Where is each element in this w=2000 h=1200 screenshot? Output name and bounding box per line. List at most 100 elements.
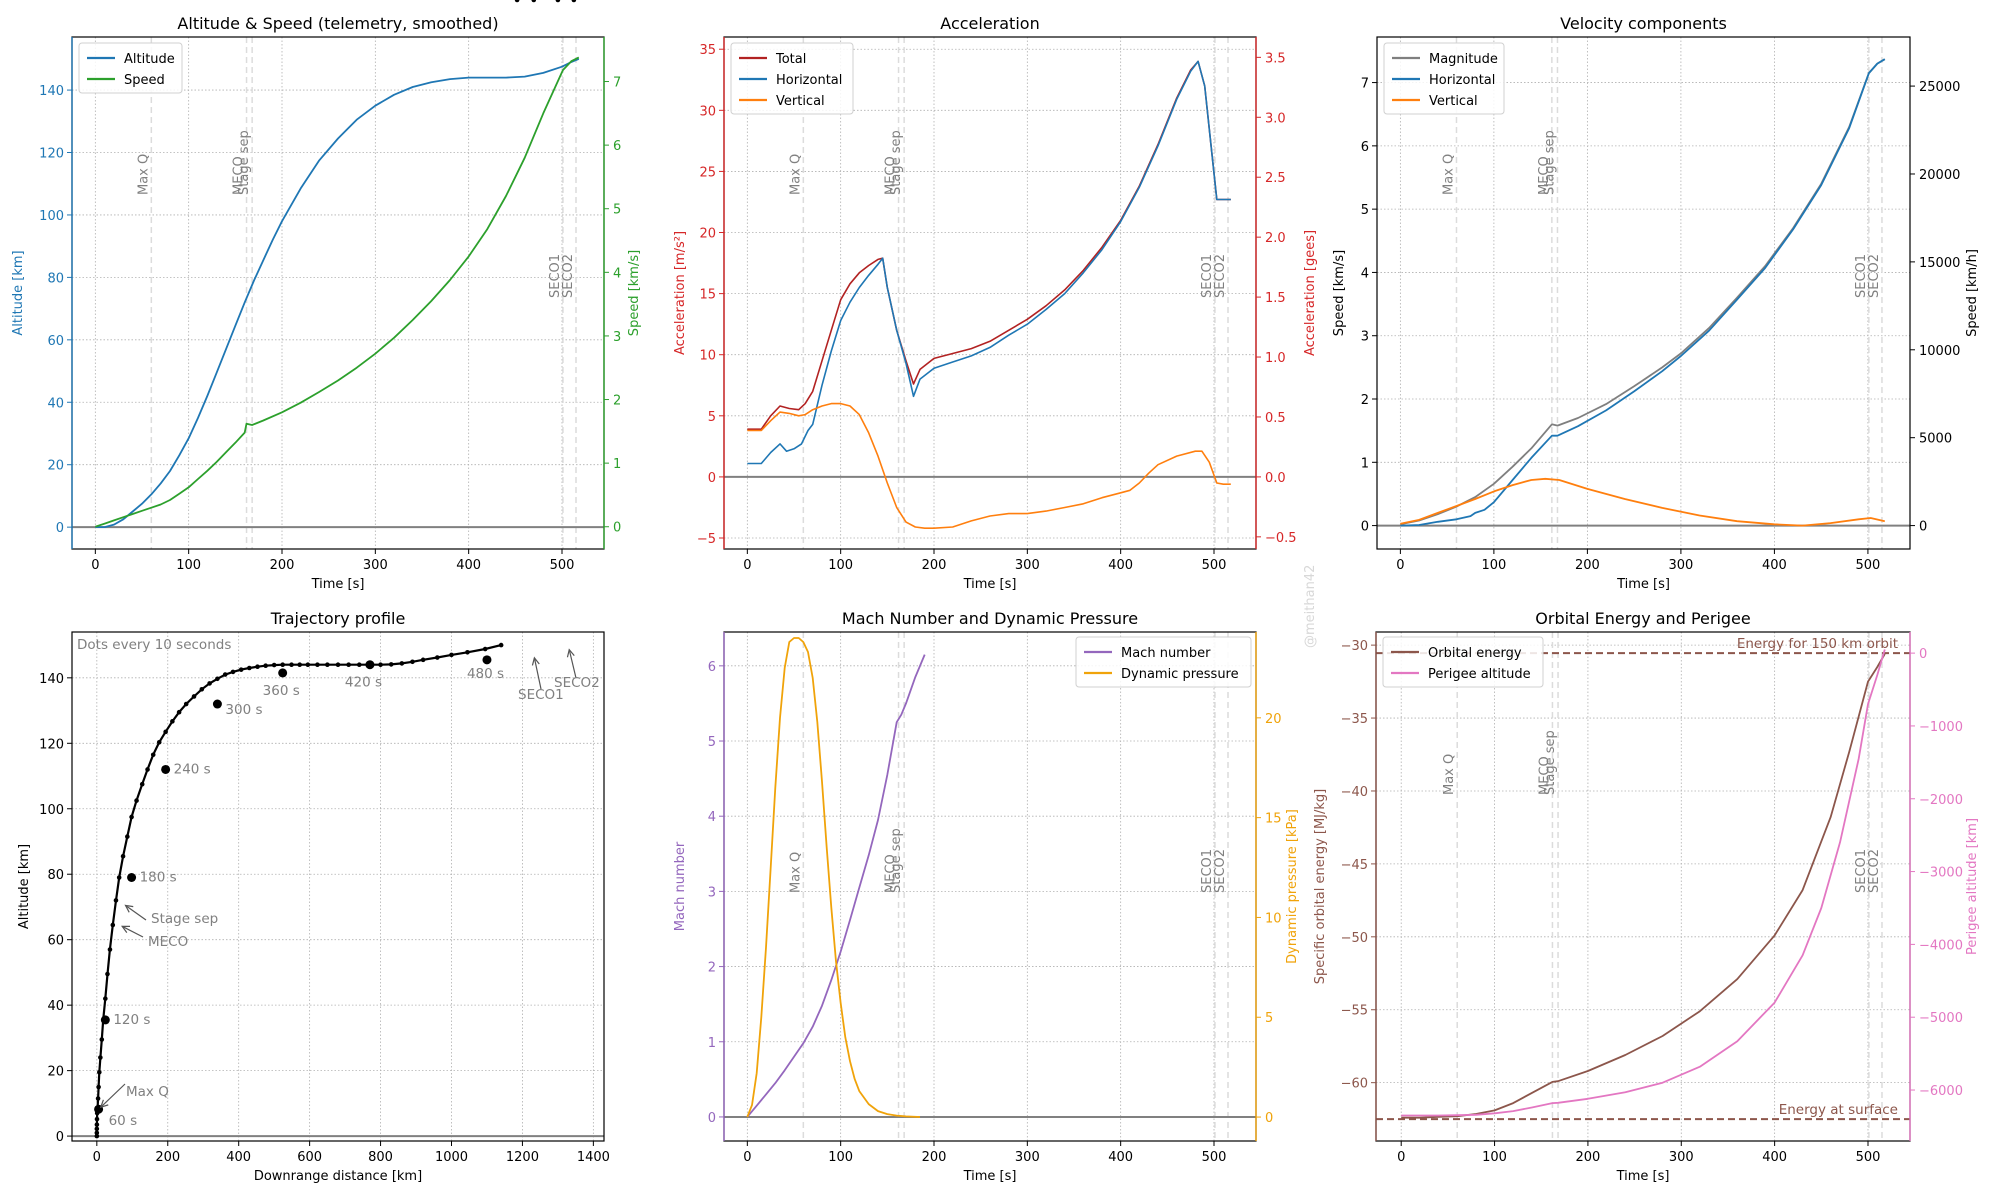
y-tick-label: 15 xyxy=(699,288,716,303)
y-axis-label-right: Speed [km/s] xyxy=(627,250,642,336)
trajectory-dot xyxy=(388,662,394,667)
y-right-tick-label: 10000 xyxy=(1919,344,1960,359)
chart-trajectory: 0 200 400 600 800 1000 1200 1400020406080100120… xyxy=(17,0,610,1184)
y-tick-label: −35 xyxy=(1341,712,1368,727)
event-label: Max Q xyxy=(788,852,803,893)
y-axis-label-right: Perigee altitude [km] xyxy=(1965,818,1980,955)
annotation-label: SECO1 xyxy=(518,687,564,703)
trajectory-dot xyxy=(289,662,294,668)
y-right-tick-label: 1.0 xyxy=(1265,351,1286,366)
legend-label: Dynamic pressure xyxy=(1121,667,1239,682)
y-tick-label: 3 xyxy=(1361,330,1369,345)
trajectory-dot xyxy=(420,657,426,663)
y-right-tick-label: 3 xyxy=(613,330,621,345)
series-line-total xyxy=(747,60,1231,431)
legend-label: Horizontal xyxy=(776,73,842,88)
annotation-arrowhead xyxy=(531,656,540,666)
series-line-magnitude xyxy=(1400,58,1886,526)
legend-label: Horizontal xyxy=(1429,73,1495,88)
y-right-tick-label: 5 xyxy=(613,203,621,218)
y-axis-label: Speed [km/s] xyxy=(1332,250,1347,336)
y-axis-label: Altitude [km] xyxy=(11,250,26,335)
trajectory-major-dot xyxy=(482,655,492,665)
trajectory-dot xyxy=(134,798,139,803)
event-label: Max Q xyxy=(1441,154,1456,195)
y-right-tick-label: −1000 xyxy=(1919,720,1963,735)
trajectory-dot xyxy=(107,947,113,952)
trajectory-dot xyxy=(96,1084,101,1090)
event-label: Stage sep xyxy=(237,130,252,195)
x-tick-label: 400 xyxy=(1762,558,1787,573)
event-label: MECO xyxy=(884,854,899,893)
trajectory-dot xyxy=(145,767,150,772)
y-tick-label: 140 xyxy=(39,84,64,99)
trajectory-dot xyxy=(410,659,415,665)
series-line-horizontal xyxy=(1400,58,1886,527)
y-tick-label: 4 xyxy=(708,810,716,825)
x-tick-label: 300 xyxy=(1668,558,1693,573)
trajectory-dot xyxy=(531,0,537,3)
y-tick-label: 5 xyxy=(708,735,716,750)
event-label: Max Q xyxy=(136,154,151,195)
legend-box xyxy=(730,42,854,115)
y-tick-label: −30 xyxy=(1341,639,1368,654)
time-label: 360 s xyxy=(263,683,300,699)
trajectory-dot xyxy=(378,662,383,668)
annotation-arrow xyxy=(100,1083,126,1108)
annotation-label: Max Q xyxy=(126,1084,169,1100)
y-axis-label-right: Speed [km/h] xyxy=(1965,249,1980,337)
series-line-perigee-altitude xyxy=(1401,649,1886,1117)
y-tick-label: 0 xyxy=(708,1111,716,1126)
y-right-tick-label: −3000 xyxy=(1919,866,1963,881)
trajectory-dot xyxy=(163,729,168,735)
x-tick-label: 300 xyxy=(363,558,388,573)
trajectory-dot xyxy=(222,672,228,677)
annotation-arrowhead xyxy=(99,1099,109,1109)
y-right-tick-label: 3.0 xyxy=(1265,111,1286,126)
x-tick-label: 0 xyxy=(743,558,751,573)
time-label: 120 s xyxy=(113,1012,150,1028)
time-label: 180 s xyxy=(140,869,177,885)
y-tick-label: 0 xyxy=(56,521,64,536)
y-axis-label: Altitude [km] xyxy=(17,844,32,929)
trajectory-dot xyxy=(94,1130,100,1136)
trajectory-dot xyxy=(325,662,330,668)
y-right-tick-label: 7 xyxy=(613,76,621,91)
trajectory-dot xyxy=(94,1122,100,1127)
y-right-tick-label: 2.0 xyxy=(1265,231,1286,246)
y-right-tick-label: 0.0 xyxy=(1265,471,1286,486)
annotation-arrow xyxy=(125,904,147,921)
y-tick-label: 30 xyxy=(699,104,716,119)
y-right-tick-label: 5 xyxy=(1265,1011,1273,1026)
y-right-tick-label: 0 xyxy=(1919,520,1927,535)
time-label: 420 s xyxy=(345,675,382,691)
y-tick-label: 4 xyxy=(1361,266,1369,281)
trajectory-dot xyxy=(207,681,212,686)
annotation-arrowhead xyxy=(124,904,134,913)
y-tick-label: 40 xyxy=(47,999,64,1014)
event-label: SECO2 xyxy=(1867,849,1882,893)
time-label: 240 s xyxy=(174,761,211,777)
trajectory-dot xyxy=(139,781,145,787)
chart-title: Acceleration xyxy=(940,14,1039,33)
x-tick-label: 100 xyxy=(176,558,201,573)
series-line-dynamic-pressure xyxy=(746,637,921,1118)
y-tick-label: 3 xyxy=(708,885,716,900)
trajectory-major-dot xyxy=(365,660,375,670)
trajectory-dot xyxy=(263,663,268,669)
legend-label: Speed xyxy=(124,73,165,88)
legend: Orbital energy Perigee altitude xyxy=(1382,636,1544,688)
chart-title: Trajectory profile xyxy=(270,609,406,628)
trajectory-dot xyxy=(271,662,277,668)
x-tick-label: 0 xyxy=(1397,1150,1405,1165)
event-label: Max Q xyxy=(788,154,803,195)
chart-title: Mach Number and Dynamic Pressure xyxy=(842,609,1138,628)
trajectory-dot xyxy=(215,676,220,682)
y-right-tick-label: 0.5 xyxy=(1265,411,1286,426)
event-label: SECO1 xyxy=(1854,849,1869,893)
legend-label: Perigee altitude xyxy=(1428,667,1531,682)
trajectory-dot xyxy=(129,814,134,820)
event-label: SECO1 xyxy=(1854,254,1869,298)
